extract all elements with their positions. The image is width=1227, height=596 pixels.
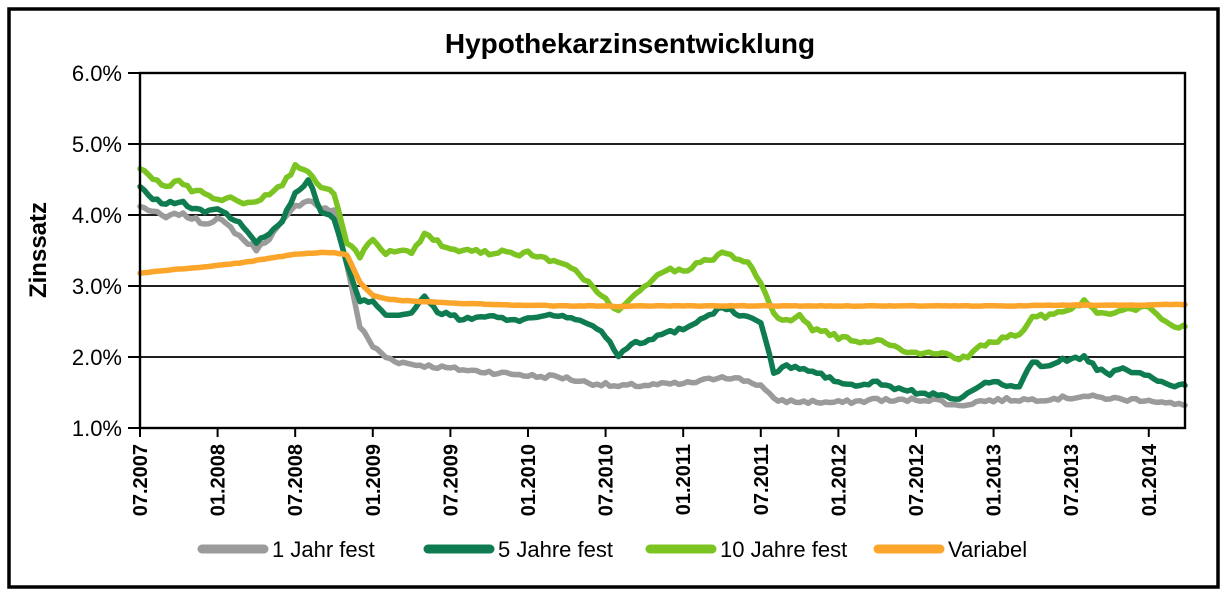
series-lines (137, 161, 1188, 409)
x-tick-label: 01.2013 (984, 444, 1006, 516)
x-tick-label: 01.2014 (1139, 443, 1161, 516)
x-tick-label: 01.2009 (363, 444, 385, 516)
x-tick-label: 07.2013 (1061, 444, 1083, 516)
x-tick-label: 01.2012 (828, 444, 850, 516)
gridlines (140, 72, 1185, 429)
legend-label-variabel: Variabel (948, 537, 1027, 562)
x-axis-ticks: 07.2007 01.2008 07.2008 01.2009 07.2009 01.20… (130, 428, 1161, 516)
outer-border (7, 7, 1220, 589)
series-line-5-jahre-fest (137, 177, 1188, 402)
y-tick-label: 6.0% (72, 61, 122, 86)
x-tick-label: 01.2011 (673, 444, 695, 515)
legend-label-5-jahre-fest: 5 Jahre fest (498, 537, 613, 562)
x-tick-label: 07.2007 (130, 444, 152, 516)
x-tick-label: 01.2008 (208, 444, 230, 516)
chart-title: Hypothekarzinsentwicklung (445, 28, 815, 59)
y-tick-label: 1.0% (72, 416, 122, 441)
legend: 1 Jahr fest 5 Jahre fest 10 Jahre fest V… (197, 537, 1027, 562)
x-tick-label: 07.2011 (751, 444, 773, 515)
y-axis-ticks: 6.0% 5.0% 4.0% 3.0% 2.0% 1.0% (72, 61, 140, 441)
x-tick-label: 07.2008 (285, 444, 307, 516)
x-tick-label: 07.2012 (906, 444, 928, 516)
x-tick-label: 07.2009 (440, 444, 462, 516)
y-tick-label: 3.0% (72, 274, 122, 299)
x-tick-label: 07.2010 (596, 444, 618, 516)
legend-label-10-jahre-fest: 10 Jahre fest (720, 537, 847, 562)
y-tick-label: 4.0% (72, 203, 122, 228)
series-line-variabel (137, 249, 1188, 310)
y-axis-title: Zinssatz (25, 202, 52, 298)
plot-border (138, 71, 1187, 430)
legend-label-1-jahr-fest: 1 Jahr fest (272, 537, 375, 562)
x-tick-label: 01.2010 (518, 444, 540, 516)
series-line-10-jahre-fest (137, 161, 1188, 363)
y-tick-label: 2.0% (72, 345, 122, 370)
y-tick-label: 5.0% (72, 132, 122, 157)
